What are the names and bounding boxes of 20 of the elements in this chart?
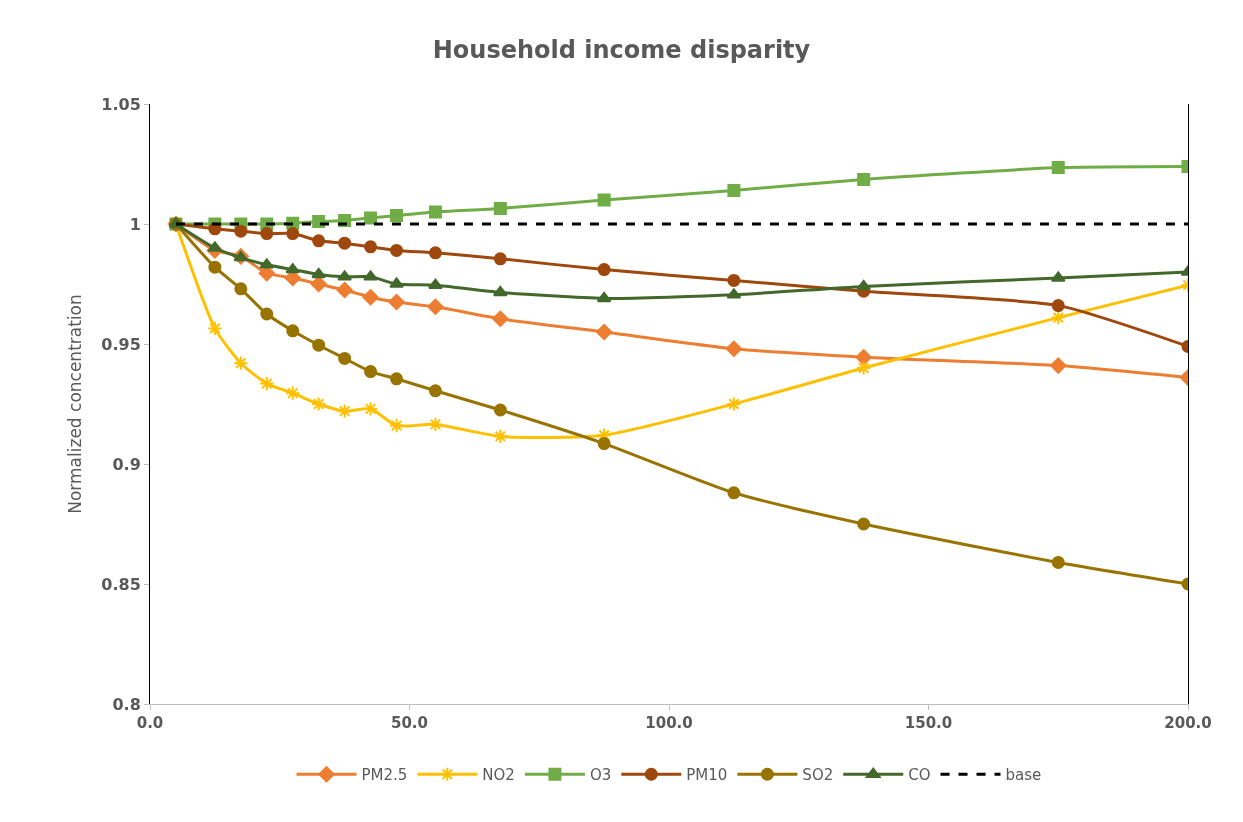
x-tick-label: 150.0	[904, 714, 953, 732]
x-tick-label: 200.0	[1164, 714, 1212, 732]
y-tick-label: 0.85	[101, 574, 141, 594]
legend-label: base	[1005, 766, 1042, 785]
legend-label: NO2	[482, 766, 515, 785]
x-tick-label: 0.0	[136, 714, 164, 732]
y-axis-title: Normalized concentration	[64, 294, 85, 514]
legend-label: SO2	[802, 766, 834, 785]
y-tick-label: 0.8	[112, 694, 141, 714]
x-tick-label: 50.0	[390, 714, 429, 732]
legend-label: PM10	[686, 766, 728, 785]
x-tick-label: 100.0	[645, 714, 693, 732]
y-tick-label: 0.9	[112, 454, 141, 474]
y-tick-label: 1	[129, 214, 141, 234]
y-tick-label: 0.95	[101, 334, 141, 354]
legend-label: O3	[589, 766, 612, 785]
legend-label: PM2.5	[361, 766, 408, 785]
y-tick-label: 1.05	[101, 94, 141, 114]
legend-label: CO	[908, 766, 931, 785]
chart-title: Household income disparity	[432, 35, 811, 64]
